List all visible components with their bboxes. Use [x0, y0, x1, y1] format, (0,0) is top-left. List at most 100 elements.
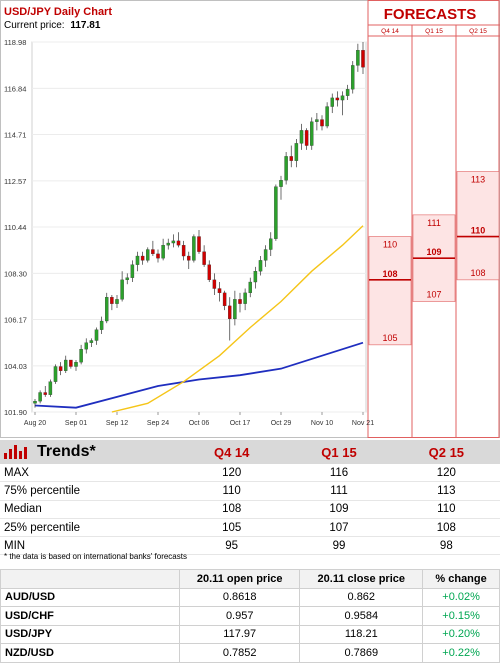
forecasts-title: FORECASTS [384, 6, 477, 23]
bar-chart-icon [4, 445, 27, 459]
candle-body [89, 340, 94, 343]
forecast-period-label: Q2 15 [469, 28, 487, 35]
fx-header-change: % change [422, 569, 500, 589]
candle-body [192, 236, 196, 261]
candle-body [315, 119, 319, 122]
fx-pair: AUD/USD [0, 587, 180, 607]
candle [192, 234, 196, 263]
candle [238, 292, 242, 313]
candle-body [140, 255, 145, 261]
trends-col-q215: Q2 15 [392, 440, 500, 464]
fx-close: 0.9584 [299, 606, 424, 626]
usdjpy-daily-chart: Q4 14 110 108 105 Q1 15 111 109 107 Q2 15 113 110 1… [0, 0, 500, 438]
candle [294, 139, 299, 168]
candle [105, 292, 109, 324]
candle [217, 282, 222, 302]
trends-cell: 116 [285, 464, 393, 483]
fx-open: 0.7852 [178, 643, 301, 663]
candle-body [58, 366, 63, 371]
trends-cell: 111 [285, 481, 393, 501]
forecast-low-label: 107 [426, 290, 441, 300]
current-price-value: 117.81 [70, 20, 100, 31]
trends-row-label: Median [0, 500, 178, 519]
candle [330, 93, 334, 114]
moving-average-long-line [34, 341, 364, 409]
trends-col-q115: Q1 15 [285, 440, 393, 464]
fx-prices-table: 20.11 open price 20.11 close price % cha… [0, 569, 500, 663]
candle-body [187, 255, 191, 261]
y-tick-label: 101.90 [4, 408, 27, 417]
candle-body [105, 297, 109, 322]
candle-body [274, 186, 278, 239]
candle [74, 360, 78, 371]
y-tick-label: 112.57 [4, 177, 26, 186]
candle-body [325, 106, 329, 127]
candle-body [161, 245, 165, 259]
trends-cell: 120 [392, 464, 500, 483]
candle-body [284, 156, 288, 181]
candle [228, 297, 232, 341]
fx-change: +0.15% [422, 606, 500, 626]
trends-cell: 107 [285, 518, 393, 538]
trends-cell: 110 [392, 500, 500, 519]
candle [248, 277, 252, 298]
candle [279, 175, 283, 200]
fx-change: +0.02% [422, 587, 500, 607]
trends-cell: 108 [178, 500, 286, 519]
candle-body [125, 277, 129, 281]
candle [84, 338, 88, 354]
trends-cell: 110 [178, 481, 286, 501]
candle-body [84, 342, 88, 350]
y-tick-label: 114.71 [4, 131, 26, 140]
candle-body [120, 279, 124, 300]
fx-change: +0.22% [422, 643, 500, 663]
trends-row-label: MIN [0, 536, 178, 556]
candle-body [299, 130, 304, 144]
candle-body [243, 292, 247, 304]
trends-title: Trends* [37, 443, 96, 460]
candle-body [330, 97, 334, 107]
candle-body [151, 249, 155, 255]
y-tick-label: 118.98 [4, 38, 26, 47]
candle-body [74, 362, 78, 367]
candle-body [289, 156, 293, 161]
candle-body [99, 320, 104, 330]
candle-body [356, 50, 360, 66]
candle [115, 295, 119, 309]
trends-row-25pct: 25% percentile 105 107 108 [0, 518, 500, 538]
trends-row-75pct: 75% percentile 110 111 113 [0, 481, 500, 501]
fx-change: +0.20% [422, 624, 500, 644]
candle [197, 230, 201, 254]
y-tick-label: 116.84 [4, 84, 26, 93]
current-price-label: Current price: 117.81 [4, 20, 101, 31]
candle [135, 251, 140, 272]
fx-row-nzdusd: NZD/USD 0.7852 0.7869 +0.22% [0, 643, 500, 663]
forecast-range-box [456, 171, 500, 281]
candle-body [351, 65, 355, 90]
candle-body [310, 121, 314, 146]
candle [38, 390, 42, 404]
candle [79, 344, 83, 365]
fx-open: 0.957 [178, 606, 301, 626]
candle [253, 266, 258, 289]
candle [156, 249, 160, 263]
forecast-low-label: 108 [470, 268, 485, 278]
candle [345, 84, 350, 101]
candle [233, 290, 237, 326]
forecast-high-label: 113 [471, 175, 485, 185]
x-tick-label: Sep 12 [106, 420, 128, 427]
fx-close: 118.21 [299, 624, 424, 644]
fx-header-close: 20.11 close price [299, 569, 424, 589]
trends-cell: 105 [178, 518, 286, 538]
candle-body [135, 255, 140, 265]
candle-body [94, 329, 99, 341]
fx-open: 117.97 [178, 624, 301, 644]
fx-row-audusd: AUD/USD 0.8618 0.862 +0.02% [0, 587, 500, 607]
candle-body [258, 260, 263, 272]
candle [289, 145, 293, 168]
candle [94, 327, 99, 345]
candle-body [345, 89, 350, 96]
trends-cell: 95 [178, 536, 286, 556]
trends-cell: 108 [392, 518, 500, 538]
candle-body [53, 366, 58, 382]
